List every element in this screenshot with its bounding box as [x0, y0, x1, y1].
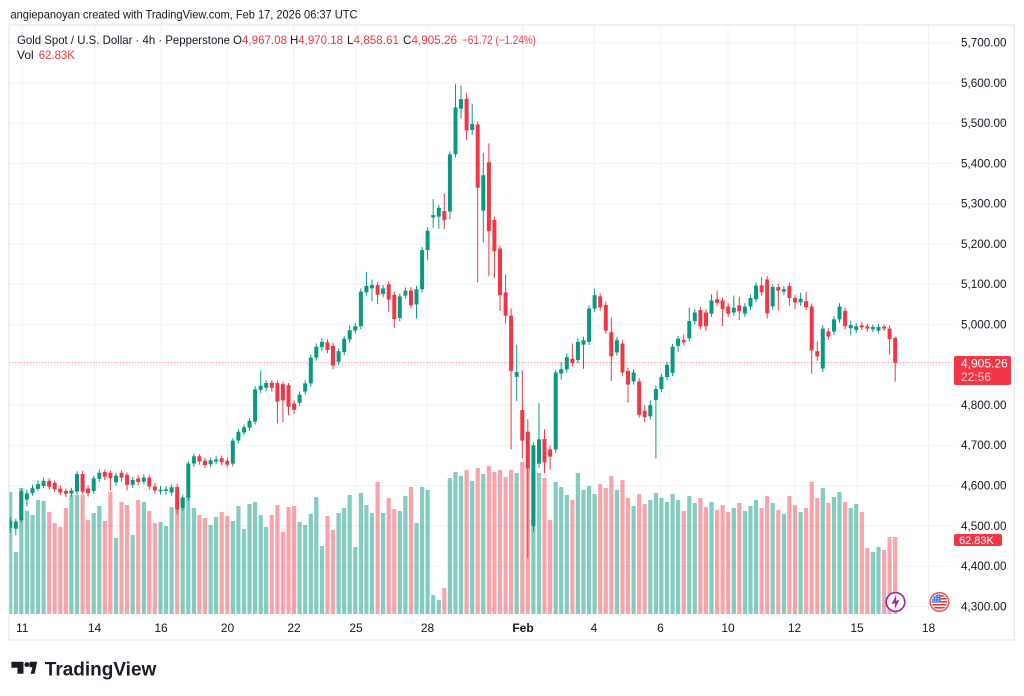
svg-text:11: 11: [16, 621, 29, 635]
svg-text:10: 10: [721, 621, 735, 635]
svg-text:4,600.00: 4,600.00: [961, 480, 1007, 493]
svg-text:12: 12: [788, 621, 802, 635]
svg-text:4,800.00: 4,800.00: [961, 399, 1007, 412]
svg-text:H4,970.18: H4,970.18: [290, 33, 343, 47]
svg-text:15: 15: [850, 621, 864, 635]
svg-text:Vol: Vol: [17, 48, 34, 62]
svg-text:5,200.00: 5,200.00: [961, 238, 1007, 251]
svg-text:28: 28: [421, 621, 435, 635]
svg-text:18: 18: [922, 621, 936, 635]
svg-text:25: 25: [349, 621, 363, 635]
svg-text:14: 14: [88, 621, 102, 635]
svg-text:4,400.00: 4,400.00: [961, 560, 1007, 573]
svg-text:20: 20: [221, 621, 235, 635]
svg-text:5,500.00: 5,500.00: [961, 117, 1007, 130]
svg-text:Gold Spot / U.S. Dollar · 4h ·: Gold Spot / U.S. Dollar · 4h · Peppersto…: [17, 33, 230, 47]
svg-text:Feb: Feb: [512, 621, 533, 635]
svg-text:4,700.00: 4,700.00: [961, 439, 1007, 452]
svg-text:4,300.00: 4,300.00: [961, 600, 1007, 613]
svg-text:TradingView: TradingView: [45, 659, 157, 680]
svg-text:5,100.00: 5,100.00: [961, 278, 1007, 291]
svg-text:22: 22: [287, 621, 301, 635]
svg-text:4,905.26: 4,905.26: [961, 357, 1008, 371]
svg-text:O4,967.08: O4,967.08: [233, 33, 287, 47]
svg-text:22:56: 22:56: [961, 370, 991, 384]
svg-text:5,600.00: 5,600.00: [961, 77, 1007, 90]
svg-text:C4,905.26: C4,905.26: [403, 33, 457, 47]
svg-text:62.83K: 62.83K: [39, 48, 75, 62]
svg-text:5,300.00: 5,300.00: [961, 198, 1007, 211]
svg-text:5,000.00: 5,000.00: [961, 318, 1007, 331]
svg-text:5,400.00: 5,400.00: [961, 157, 1007, 170]
svg-text:5,700.00: 5,700.00: [961, 37, 1007, 50]
svg-text:−61.72 (−1.24%): −61.72 (−1.24%): [462, 33, 536, 47]
svg-text:6: 6: [657, 621, 664, 635]
svg-text:L4,858.61: L4,858.61: [347, 33, 399, 47]
svg-text:4: 4: [591, 621, 598, 635]
svg-text:62.83K: 62.83K: [959, 535, 995, 547]
svg-text:4,500.00: 4,500.00: [961, 520, 1007, 533]
svg-text:16: 16: [154, 621, 168, 635]
svg-text:angiepanoyan created with Trad: angiepanoyan created with TradingView.co…: [11, 8, 358, 22]
